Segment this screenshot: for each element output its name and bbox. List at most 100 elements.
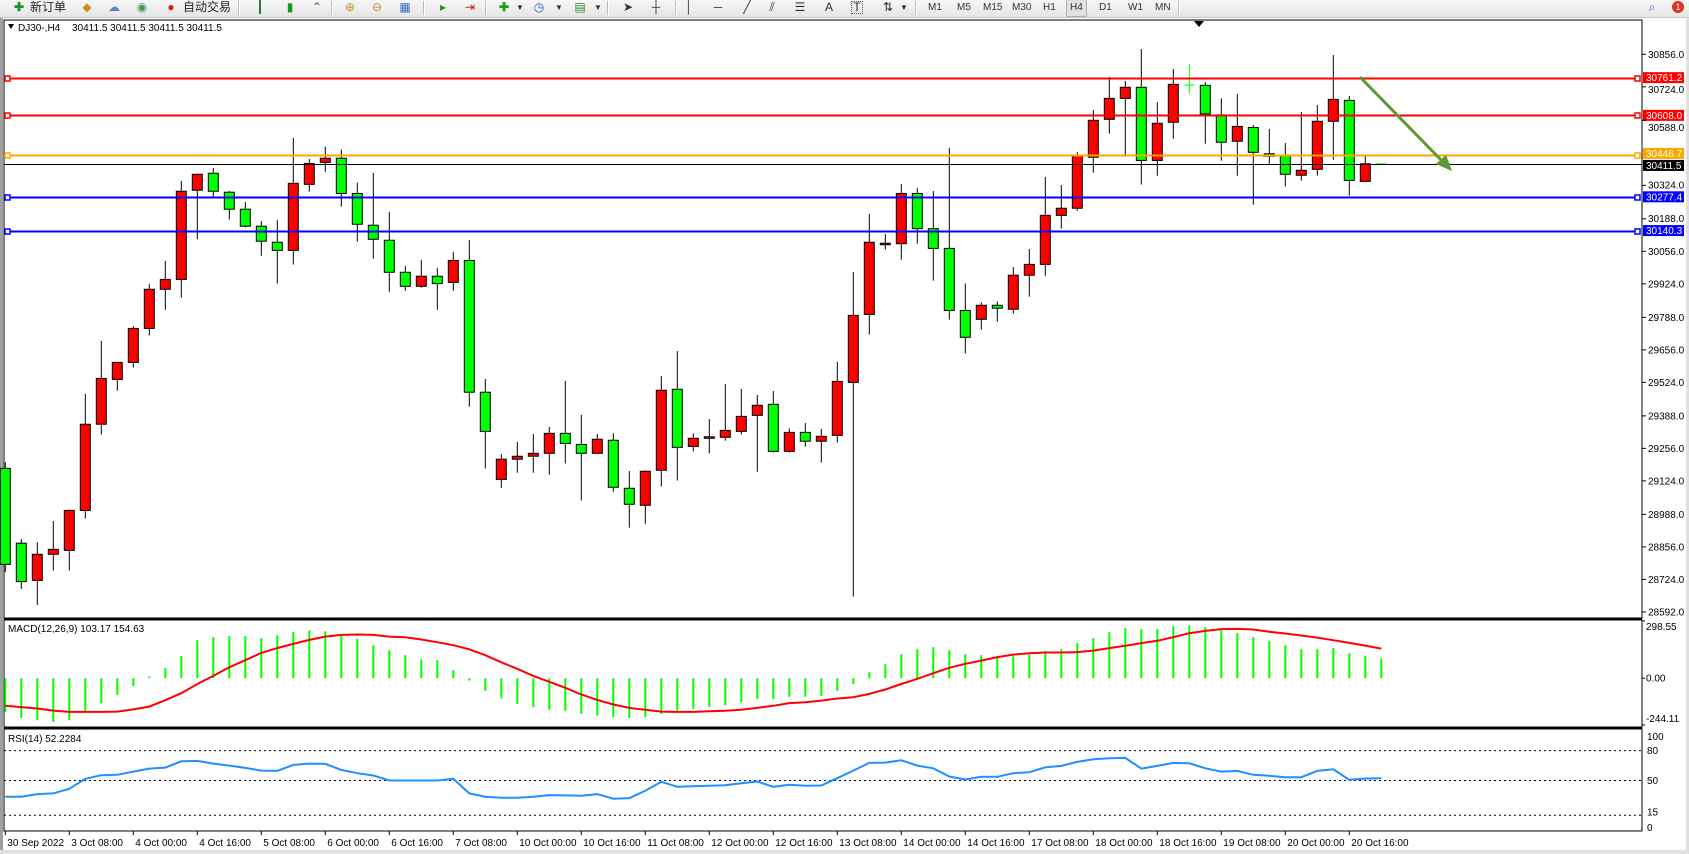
level-handle[interactable] bbox=[4, 228, 11, 235]
zoom-in-icon[interactable]: ⊕ bbox=[344, 0, 356, 14]
new-order-icon[interactable]: ✚ bbox=[13, 0, 25, 14]
zoom-out-icon[interactable]: ⊖ bbox=[371, 0, 383, 14]
candle bbox=[79, 393, 91, 519]
candle-body bbox=[255, 225, 267, 242]
arrows-icon[interactable]: ⇅ bbox=[882, 0, 894, 14]
level-handle[interactable] bbox=[1634, 152, 1641, 159]
level-handle[interactable] bbox=[1634, 228, 1641, 235]
text-label-icon[interactable]: T bbox=[851, 1, 863, 14]
rsi-tick-label: 15 bbox=[1647, 807, 1659, 818]
symbol-menu-triangle-icon[interactable] bbox=[8, 24, 14, 29]
auto-scroll-icon[interactable]: ▸ bbox=[439, 0, 447, 14]
candle bbox=[31, 542, 43, 606]
crosshair-icon[interactable]: ┼ bbox=[651, 0, 661, 14]
macd-histogram-bar bbox=[804, 678, 807, 697]
macd-histogram-bar bbox=[1092, 638, 1095, 679]
candle bbox=[1039, 176, 1051, 276]
timeframe-m5[interactable]: M5 bbox=[957, 2, 971, 13]
equidistant-channel-icon[interactable]: ⫽ bbox=[769, 0, 775, 14]
chevron-down-icon[interactable]: ▼ bbox=[555, 3, 563, 12]
level-handle[interactable] bbox=[4, 112, 11, 119]
line-chart-icon[interactable]: ⌃ bbox=[311, 0, 323, 14]
horizontal-levels[interactable]: 30761.2 30608.0 30446.7 30277.4 30140.3 30411… bbox=[4, 72, 1684, 237]
timeframe-w1[interactable]: W1 bbox=[1128, 2, 1143, 13]
level-handle[interactable] bbox=[1634, 194, 1641, 201]
tile-windows-icon[interactable]: ▦ bbox=[399, 0, 411, 14]
level-handle[interactable] bbox=[4, 194, 11, 201]
candle bbox=[143, 284, 155, 336]
cursor-icon[interactable]: ➤ bbox=[622, 0, 634, 14]
timeframe-mn[interactable]: MN bbox=[1155, 2, 1171, 13]
time-tick-label: 18 Oct 16:00 bbox=[1159, 838, 1217, 849]
macd-panel[interactable] bbox=[3, 619, 1643, 728]
level-price-tag bbox=[1643, 109, 1684, 121]
notification-badge[interactable]: 1 bbox=[1672, 1, 1684, 13]
new-order-button[interactable]: 新订单 bbox=[30, 0, 67, 14]
periods-clock-icon[interactable]: ◷ bbox=[533, 0, 545, 14]
candle-body bbox=[175, 190, 187, 280]
timeframe-d1[interactable]: D1 bbox=[1099, 2, 1112, 13]
chevron-down-icon[interactable]: ▼ bbox=[516, 3, 524, 12]
candle-body bbox=[975, 304, 987, 320]
level-handle[interactable] bbox=[1634, 112, 1641, 119]
signal-icon[interactable]: ◉ bbox=[136, 0, 148, 14]
candle-chart-icon[interactable]: ▮ bbox=[286, 0, 294, 14]
chart-shift-icon[interactable]: ⇥ bbox=[464, 0, 476, 14]
chart-shift-marker-icon[interactable] bbox=[1194, 21, 1204, 27]
level-handle[interactable] bbox=[1634, 75, 1641, 82]
chevron-down-icon[interactable]: ▼ bbox=[594, 3, 602, 12]
gold-icon[interactable]: ◆ bbox=[82, 0, 92, 14]
templates-icon[interactable]: ▤ bbox=[574, 0, 586, 14]
auto-trading-button[interactable]: 自动交易 bbox=[183, 0, 232, 14]
candle-body bbox=[639, 470, 651, 506]
fibonacci-icon[interactable]: ☰ bbox=[794, 0, 806, 14]
search-icon[interactable]: ⌕ bbox=[1648, 0, 1656, 14]
candle bbox=[687, 433, 699, 452]
macd-histogram-bar bbox=[484, 678, 487, 691]
macd-histogram-bar bbox=[1332, 648, 1335, 679]
macd-histogram-bar bbox=[1172, 626, 1175, 679]
trend-arrow-line[interactable] bbox=[1358, 75, 1446, 165]
separator bbox=[675, 1, 677, 15]
candle-body bbox=[591, 438, 603, 454]
horizontal-line-icon[interactable]: ─ bbox=[713, 0, 723, 14]
macd-histogram-bar bbox=[820, 678, 823, 696]
timeframe-m30[interactable]: M30 bbox=[1012, 2, 1032, 13]
candle bbox=[1311, 105, 1323, 176]
chevron-down-icon[interactable]: ▼ bbox=[900, 3, 908, 12]
macd-histogram-bar bbox=[1220, 630, 1223, 679]
timeframe-h1[interactable]: H1 bbox=[1043, 2, 1056, 13]
candle bbox=[1103, 76, 1115, 134]
macd-histogram-bar bbox=[196, 640, 199, 679]
window-left-border bbox=[0, 18, 3, 854]
main-chart-panel[interactable] bbox=[3, 19, 1643, 619]
candle-body bbox=[1055, 207, 1067, 216]
timeframe-m1[interactable]: M1 bbox=[928, 2, 942, 13]
macd-tick-label: -244.11 bbox=[1646, 714, 1680, 725]
timeframe-h4[interactable]: H4 bbox=[1066, 0, 1087, 17]
auto-trading-icon[interactable]: ● bbox=[167, 0, 175, 14]
macd-histogram-bar bbox=[676, 678, 679, 711]
trend-arrow[interactable] bbox=[1358, 75, 1452, 171]
candle bbox=[783, 428, 795, 453]
candle bbox=[1167, 69, 1179, 139]
candle bbox=[831, 361, 843, 443]
indicators-icon[interactable]: ✚ bbox=[498, 0, 510, 14]
macd-tick-label: 298.55 bbox=[1646, 622, 1677, 633]
macd-histogram-bar bbox=[292, 631, 295, 679]
time-tick-label: 7 Oct 08:00 bbox=[455, 838, 507, 849]
level-handle[interactable] bbox=[4, 152, 11, 159]
vertical-line-icon[interactable]: │ bbox=[685, 0, 693, 14]
candle bbox=[1343, 95, 1355, 196]
trendline-icon[interactable]: ╱ bbox=[743, 0, 751, 14]
bar-chart-icon[interactable]: ┃ bbox=[256, 0, 264, 14]
level-handle[interactable] bbox=[4, 75, 11, 82]
macd-histogram-bar bbox=[612, 678, 615, 718]
cloud-icon[interactable]: ☁ bbox=[108, 0, 120, 14]
candle-body bbox=[511, 455, 523, 460]
macd-histogram-bar bbox=[1204, 627, 1207, 679]
candle-body bbox=[335, 157, 347, 194]
timeframe-m15[interactable]: M15 bbox=[983, 2, 1003, 13]
text-icon[interactable]: A bbox=[824, 0, 833, 14]
